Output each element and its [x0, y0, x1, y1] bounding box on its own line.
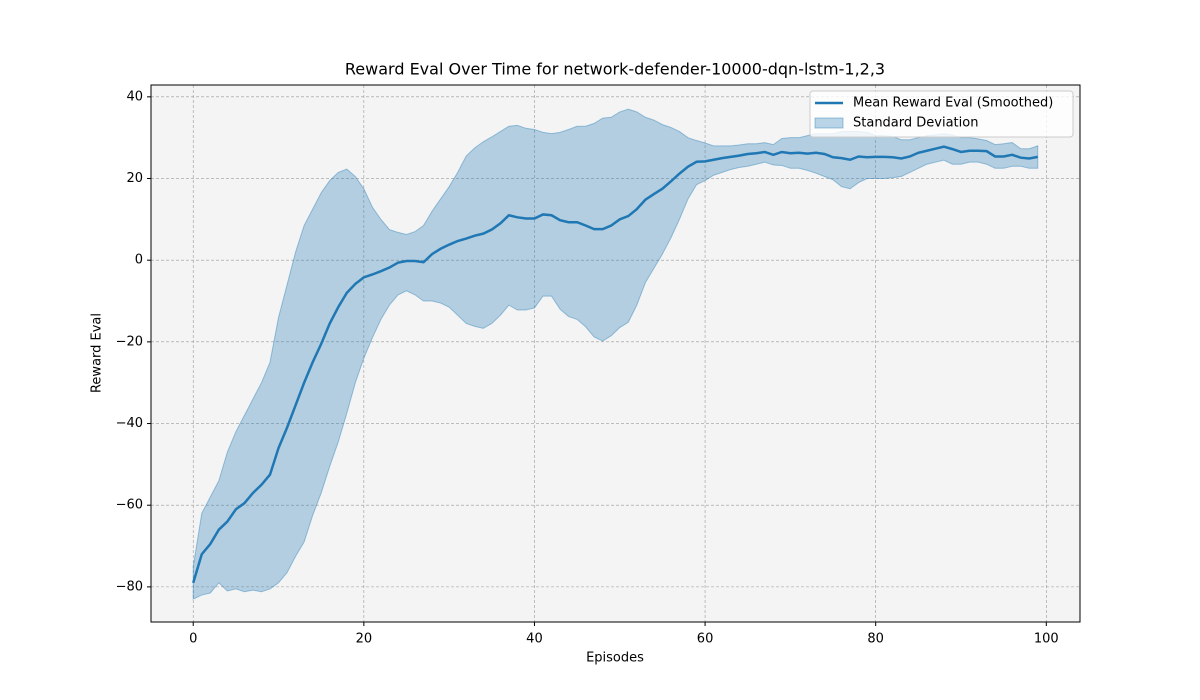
- std-band: [192, 108, 1039, 600]
- y-tick-label: 0: [135, 253, 143, 268]
- x-tick-label: 100: [1034, 632, 1059, 647]
- y-tick-label: −60: [116, 498, 143, 513]
- x-tick-label: 60: [697, 632, 714, 647]
- x-tick-label: 40: [526, 632, 543, 647]
- chart-title: Reward Eval Over Time for network-defend…: [345, 60, 885, 79]
- y-tick-label: 20: [126, 171, 143, 186]
- y-axis-label: Reward Eval: [90, 313, 105, 393]
- axes-frame: [150, 84, 1081, 623]
- x-tick-label: 0: [189, 632, 197, 647]
- legend-label: Mean Reward Eval (Smoothed): [853, 96, 1053, 111]
- mean-line: [192, 145, 1039, 584]
- y-tick-label: −80: [116, 579, 143, 594]
- plot-area: [151, 85, 1080, 622]
- x-axis-label: Episodes: [586, 651, 644, 666]
- y-tick-label: −40: [116, 416, 143, 431]
- x-tick-label: 80: [867, 632, 884, 647]
- y-tick-label: −20: [116, 334, 143, 349]
- legend-label: Standard Deviation: [853, 116, 978, 131]
- y-tick-label: 40: [126, 89, 143, 104]
- legend-patch: [814, 117, 844, 129]
- legend-box: [809, 90, 1074, 138]
- x-tick-label: 20: [356, 632, 373, 647]
